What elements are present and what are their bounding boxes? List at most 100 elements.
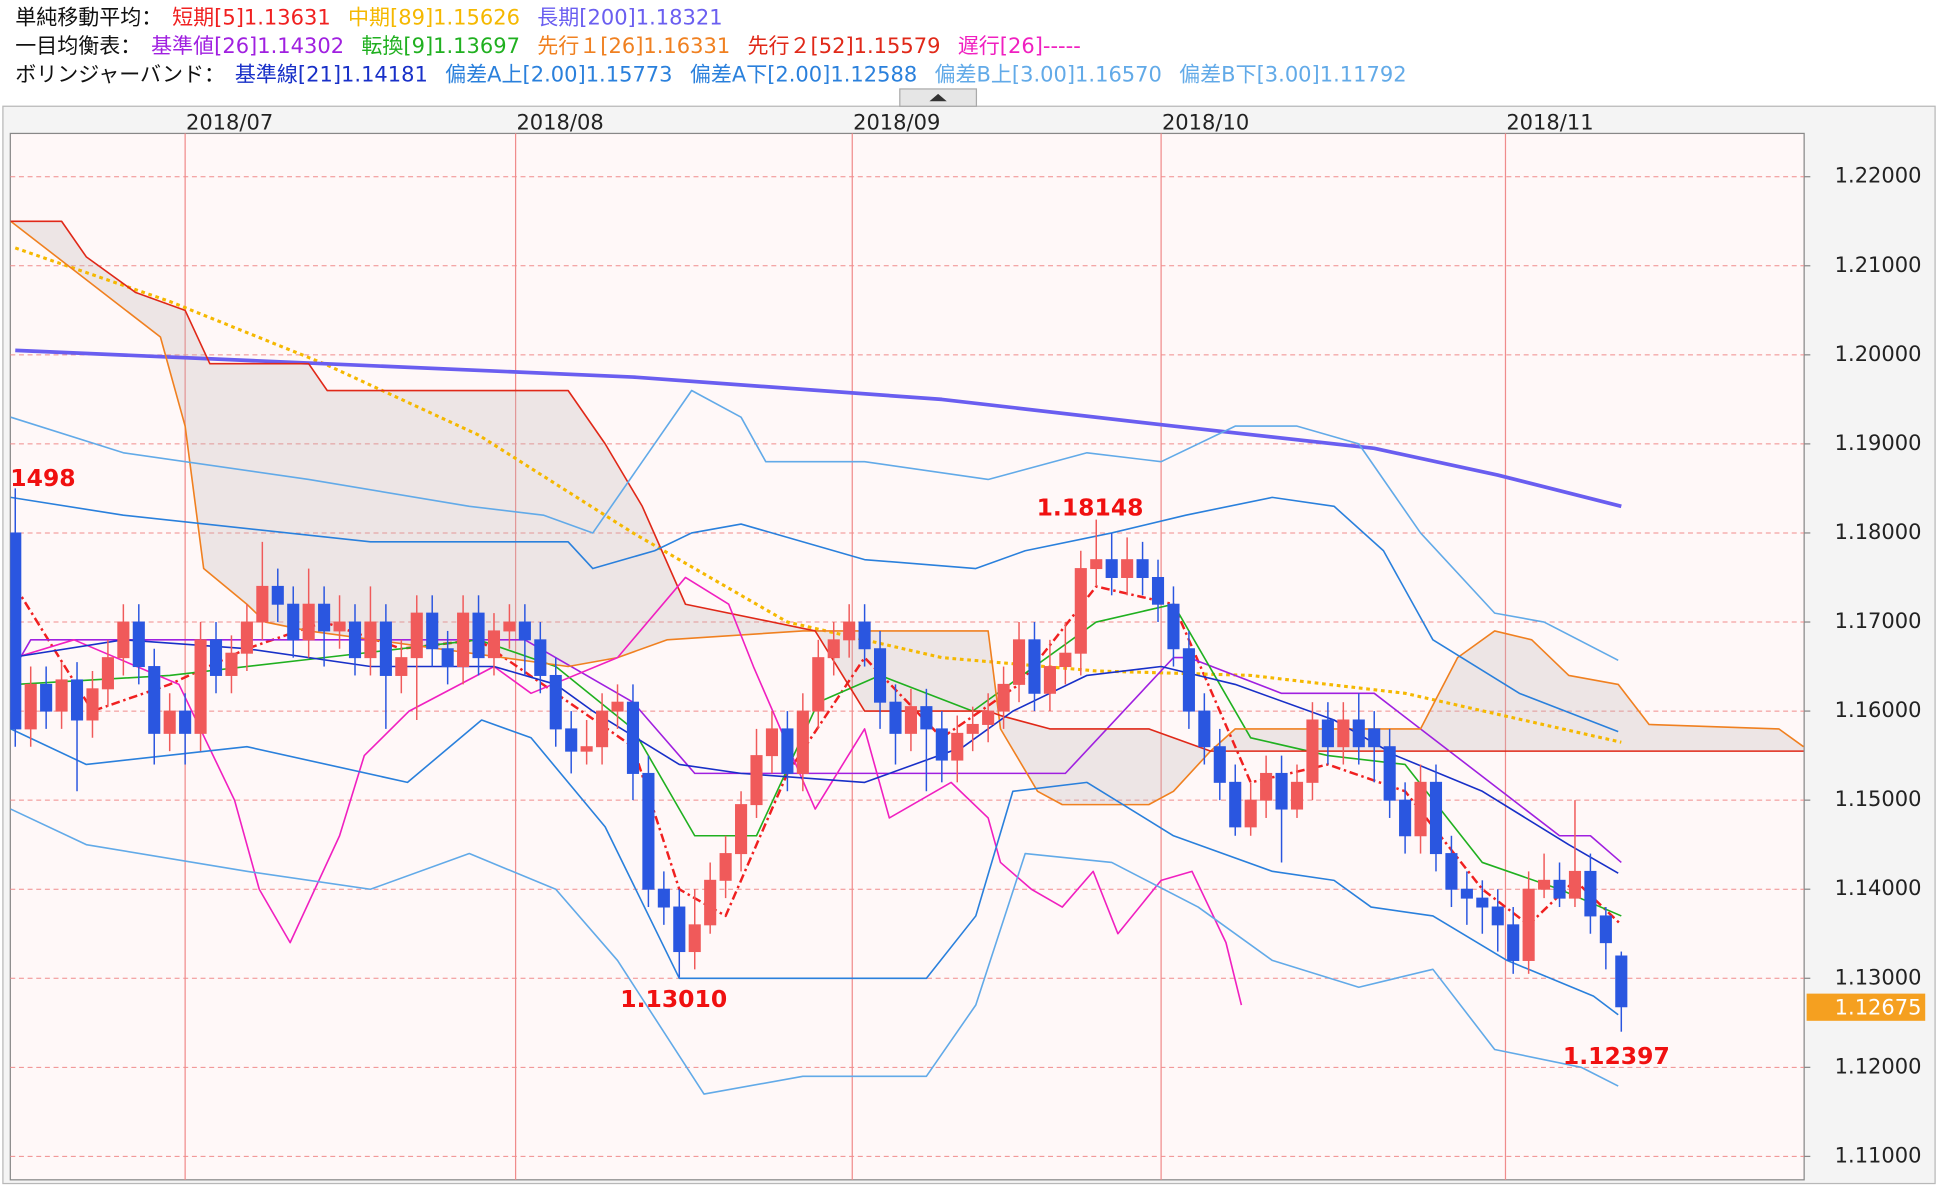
indicator-line	[10, 220, 1804, 752]
candle-body	[209, 639, 223, 676]
candle-body	[302, 603, 315, 641]
candle-body	[40, 683, 53, 712]
candle-body	[1260, 772, 1273, 801]
candle-body	[534, 639, 547, 676]
y-tick-label: 1.22000	[1835, 164, 1922, 188]
legend-entry: 先行１[26]1.16331	[537, 34, 730, 58]
candle-body	[565, 728, 578, 752]
indicator-line	[15, 576, 1243, 1006]
candle-body	[1399, 799, 1412, 837]
x-tick-label: 2018/10	[1162, 111, 1249, 135]
y-tick-label: 1.17000	[1835, 609, 1922, 633]
y-tick-label: 1.21000	[1835, 253, 1922, 277]
candle-body	[596, 710, 609, 748]
candle-body	[132, 621, 145, 668]
candle-body	[1012, 639, 1026, 685]
y-tick-label: 1.11000	[1835, 1143, 1922, 1167]
candle-body	[24, 683, 37, 730]
candle-body	[1352, 719, 1365, 748]
candle-body	[688, 924, 701, 953]
candle-body	[642, 772, 655, 890]
candle-body	[503, 621, 516, 632]
candle-body	[287, 603, 300, 641]
candle-body	[765, 728, 779, 757]
legend-entry: 中期[89]1.15626	[348, 6, 520, 30]
candle-body	[256, 585, 269, 623]
candle-body	[796, 710, 809, 774]
candle-body	[827, 639, 840, 659]
candle-body	[426, 612, 439, 650]
candle-body	[55, 679, 68, 712]
legend-entry: 転換[9]1.13697	[361, 34, 520, 58]
indicator-line	[10, 220, 1804, 806]
legend-entry: 偏差A下[2.00]1.12588	[690, 62, 917, 86]
candle-body	[86, 688, 99, 721]
indicator-line	[14, 246, 1622, 744]
candle-body	[1321, 719, 1334, 748]
candle-body	[673, 906, 686, 953]
y-tick-label: 1.15000	[1835, 787, 1922, 811]
candle-body	[812, 657, 825, 712]
candle-body	[1043, 666, 1056, 694]
candle-body	[982, 710, 995, 725]
candle-body	[379, 621, 392, 676]
collapse-arrow	[929, 93, 947, 102]
candle-body	[240, 621, 253, 654]
candle-body	[1507, 924, 1520, 961]
legend-entry: 基準値[26]1.14302	[151, 34, 344, 58]
candle-body	[626, 701, 640, 774]
legend-entry: 短期[5]1.13631	[172, 6, 331, 30]
y-tick-label: 1.16000	[1835, 698, 1922, 722]
candle-body	[889, 701, 902, 734]
legend-entry: 偏差B下[3.00]1.11792	[1179, 62, 1406, 86]
candle-body	[163, 710, 176, 734]
candle-body	[1028, 639, 1041, 694]
candle-body	[1584, 870, 1597, 917]
candle-body	[1522, 888, 1535, 961]
candle-body	[1383, 746, 1396, 801]
header: 単純移動平均： 短期[5]1.13631 中期[89]1.15626 長期[200]1…	[15, 6, 1406, 87]
candle-body	[117, 621, 130, 659]
indicator-line	[10, 808, 1619, 1095]
candle-body	[611, 701, 624, 712]
x-tick-label: 2018/11	[1506, 111, 1593, 135]
candle-body	[457, 612, 470, 668]
annotation: 1.13010	[620, 985, 727, 1013]
candle-body	[1290, 781, 1304, 810]
candle-body	[1538, 879, 1551, 890]
candle-body	[1275, 772, 1288, 810]
candle-body	[472, 612, 485, 659]
candle-body	[148, 666, 161, 734]
legend-entry: 先行２[52]1.15579	[748, 34, 941, 58]
candle-body	[395, 657, 408, 676]
candle-body	[1198, 710, 1211, 748]
candle-body	[719, 853, 732, 881]
candle-body	[1553, 879, 1566, 899]
candle-body	[1074, 568, 1087, 654]
candle-body	[843, 621, 856, 641]
legend-entry: 偏差B上[3.00]1.16570	[934, 62, 1161, 86]
candle-body	[951, 732, 964, 761]
last-price-label: 1.12675	[1835, 995, 1922, 1019]
candle-body	[348, 621, 362, 659]
candle-body	[1414, 781, 1427, 837]
candle-body	[580, 746, 593, 752]
indicator-line	[10, 496, 1619, 733]
x-tick-label: 2018/09	[853, 111, 940, 135]
candle-body	[225, 652, 238, 676]
candle-body	[10, 532, 22, 730]
indicator-line	[10, 719, 1619, 1016]
candle-body	[1491, 906, 1504, 926]
legend-label: ボリンジャーバンド：	[15, 62, 225, 86]
candle-body	[1306, 719, 1319, 783]
indicator-line	[15, 348, 1622, 509]
y-tick-label: 1.13000	[1835, 965, 1922, 989]
candle-body	[873, 648, 887, 703]
candle-body	[70, 679, 84, 721]
x-tick-label: 2018/07	[186, 111, 273, 135]
candle-body	[997, 683, 1010, 712]
legend-entry: 遅行[26]-----	[958, 34, 1081, 58]
candle-body	[781, 728, 794, 774]
candle-body	[333, 621, 346, 632]
